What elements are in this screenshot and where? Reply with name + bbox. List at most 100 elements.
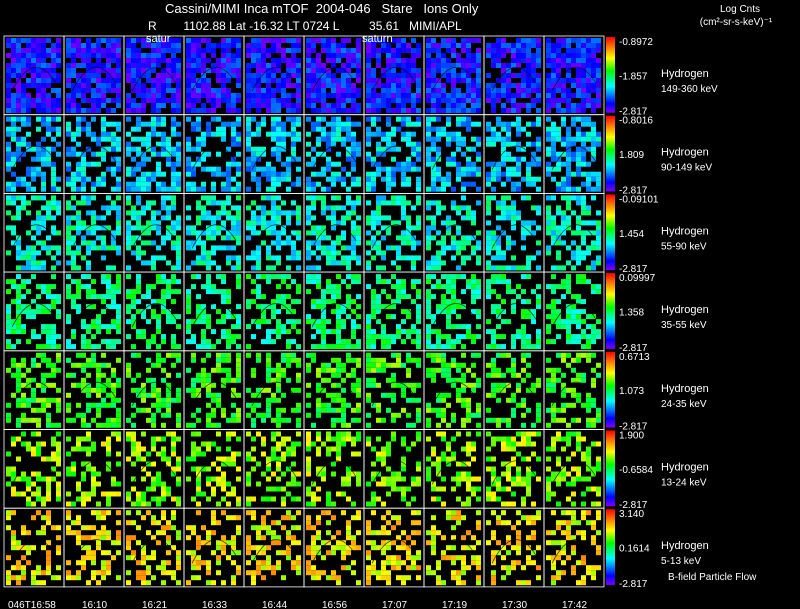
heatmap-pixel — [136, 352, 141, 358]
heatmap-pixel — [366, 116, 371, 122]
heatmap-pixel — [456, 53, 461, 58]
heatmap-pixel — [86, 294, 91, 300]
field-line — [311, 145, 357, 170]
heatmap-pixel — [336, 274, 341, 280]
heatmap-pixel — [66, 220, 71, 226]
heatmap-pixel — [136, 299, 141, 305]
heatmap-pixel — [221, 93, 226, 98]
heatmap-pixel — [131, 240, 136, 246]
heatmap-pixel — [86, 48, 91, 53]
heatmap-pixel — [296, 402, 301, 408]
heatmap-pixel — [501, 181, 506, 187]
heatmap-pixel — [406, 166, 411, 172]
heatmap-pixel — [511, 255, 516, 261]
heatmap-pixel — [521, 38, 526, 43]
heatmap-pixel — [501, 43, 506, 48]
heatmap-pixel — [196, 108, 201, 113]
heatmap-pixel — [341, 166, 346, 172]
heatmap-pixel — [296, 78, 301, 83]
heatmap-pixel — [471, 309, 476, 315]
heatmap-pixel — [586, 131, 591, 137]
heatmap-pixel — [116, 274, 121, 280]
heatmap-pixel — [566, 103, 571, 108]
heatmap-pixel — [291, 324, 296, 330]
heatmap-pixel — [231, 412, 236, 418]
heatmap-pixel — [176, 83, 181, 88]
heatmap-pixel — [291, 73, 296, 78]
heatmap-pixel — [356, 141, 361, 147]
heatmap-pixel — [371, 304, 376, 310]
heatmap-pixel — [311, 181, 316, 187]
heatmap-pixel — [336, 294, 341, 300]
heatmap-pixel — [341, 73, 346, 78]
heatmap-pixel — [271, 121, 276, 127]
heatmap-pixel — [206, 38, 211, 43]
heatmap-pixel — [566, 274, 571, 280]
heatmap-pixel — [246, 116, 251, 122]
heatmap-pixel — [476, 324, 481, 330]
heatmap-pixel — [261, 121, 266, 127]
heatmap-pixel — [246, 43, 251, 48]
heatmap-pixel — [431, 220, 436, 226]
heatmap-pixel — [596, 68, 601, 73]
heatmap-pixel — [446, 161, 451, 167]
heatmap-pixel — [501, 344, 506, 350]
heatmap-pixel — [151, 382, 156, 388]
heatmap-pixel — [131, 225, 136, 231]
heatmap-pixel — [406, 63, 411, 68]
heatmap-pixel — [366, 314, 371, 320]
heatmap-pixel — [491, 98, 496, 103]
heatmap-pixel — [491, 357, 496, 363]
heatmap-pixel — [36, 422, 41, 428]
heatmap-pixel — [176, 63, 181, 68]
heatmap-pixel — [266, 78, 271, 83]
heatmap-pixel — [31, 83, 36, 88]
heatmap-pixel — [466, 68, 471, 73]
heatmap-pixel — [531, 68, 536, 73]
heatmap-pixel — [431, 103, 436, 108]
heatmap-pixel — [71, 446, 76, 452]
heatmap-pixel — [396, 334, 401, 340]
heatmap-pixel — [86, 344, 91, 350]
heatmap-pixel — [41, 352, 46, 358]
heatmap-pixel — [41, 265, 46, 271]
heatmap-pixel — [456, 166, 461, 172]
heatmap-pixel — [166, 407, 171, 413]
heatmap-pixel — [351, 357, 356, 363]
heatmap-pixel — [451, 186, 456, 192]
heatmap-pixel — [336, 121, 341, 127]
heatmap-pixel — [216, 392, 221, 398]
heatmap-pixel — [91, 68, 96, 73]
heatmap-pixel — [306, 205, 311, 211]
heatmap-pixel — [271, 215, 276, 221]
heatmap-pixel — [261, 93, 266, 98]
heatmap-pixel — [566, 362, 571, 368]
heatmap-pixel — [231, 63, 236, 68]
heatmap-pixel — [211, 250, 216, 256]
heatmap-pixel — [91, 387, 96, 393]
heatmap-pixel — [6, 53, 11, 58]
heatmap-pixel — [161, 93, 166, 98]
heatmap-pixel — [401, 392, 406, 398]
heatmap-pixel — [426, 131, 431, 137]
heatmap-pixel — [36, 362, 41, 368]
heatmap-pixel — [161, 279, 166, 285]
heatmap-pixel — [476, 48, 481, 53]
heatmap-pixel — [491, 126, 496, 132]
heatmap-pixel — [51, 344, 56, 350]
heatmap-pixel — [101, 225, 106, 231]
heatmap-pixel — [261, 166, 266, 172]
heatmap-pixel — [206, 314, 211, 320]
heatmap-pixel — [516, 141, 521, 147]
heatmap-pixel — [351, 382, 356, 388]
heatmap-pixel — [411, 240, 416, 246]
heatmap-pixel — [526, 121, 531, 127]
heatmap-pixel — [386, 73, 391, 78]
heatmap-pixel — [16, 141, 21, 147]
heatmap-pixel — [206, 377, 211, 383]
heatmap-pixel — [316, 240, 321, 246]
heatmap-pixel — [16, 103, 21, 108]
heatmap-pixel — [396, 83, 401, 88]
heatmap-pixel — [151, 108, 156, 113]
heatmap-pixel — [171, 126, 176, 132]
